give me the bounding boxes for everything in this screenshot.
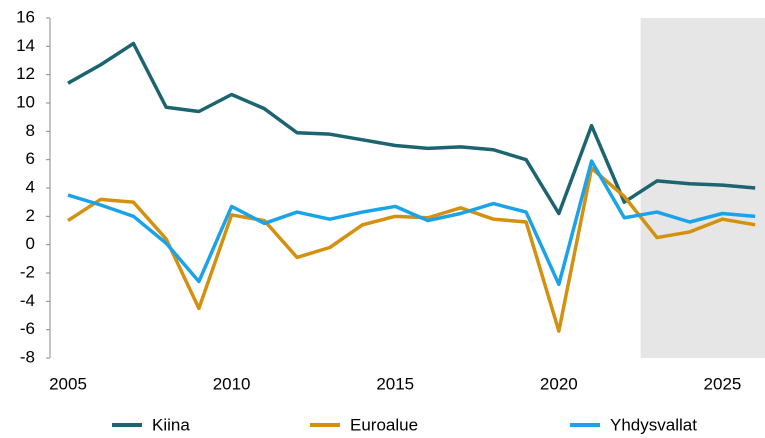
x-tick-label: 2015 [376, 374, 414, 393]
y-tick-label: 16 [16, 7, 35, 26]
y-tick-label: 4 [26, 177, 35, 196]
y-tick-label: 6 [26, 149, 35, 168]
y-tick-label: 14 [16, 36, 35, 55]
y-tick-label: 8 [26, 121, 35, 140]
series-line [67, 166, 756, 333]
y-tick-label: 2 [26, 206, 35, 225]
y-tick-label: -6 [20, 319, 35, 338]
y-tick-label: -2 [20, 262, 35, 281]
y-tick-label: -8 [20, 347, 35, 366]
series-line [67, 159, 756, 287]
x-tick-label: 2005 [49, 374, 87, 393]
series-line [67, 41, 756, 216]
x-tick-label: 2020 [540, 374, 578, 393]
x-tick-label: 2025 [704, 374, 742, 393]
x-tick-label: 2010 [213, 374, 251, 393]
y-tick-label: -4 [20, 291, 35, 310]
y-tick-label: 10 [16, 92, 35, 111]
y-tick-label: 12 [16, 64, 35, 83]
legend-label: Euroalue [350, 415, 418, 434]
legend-label: Yhdysvallat [610, 415, 697, 434]
y-tick-label: 0 [26, 234, 35, 253]
legend-label: Kiina [152, 415, 190, 434]
